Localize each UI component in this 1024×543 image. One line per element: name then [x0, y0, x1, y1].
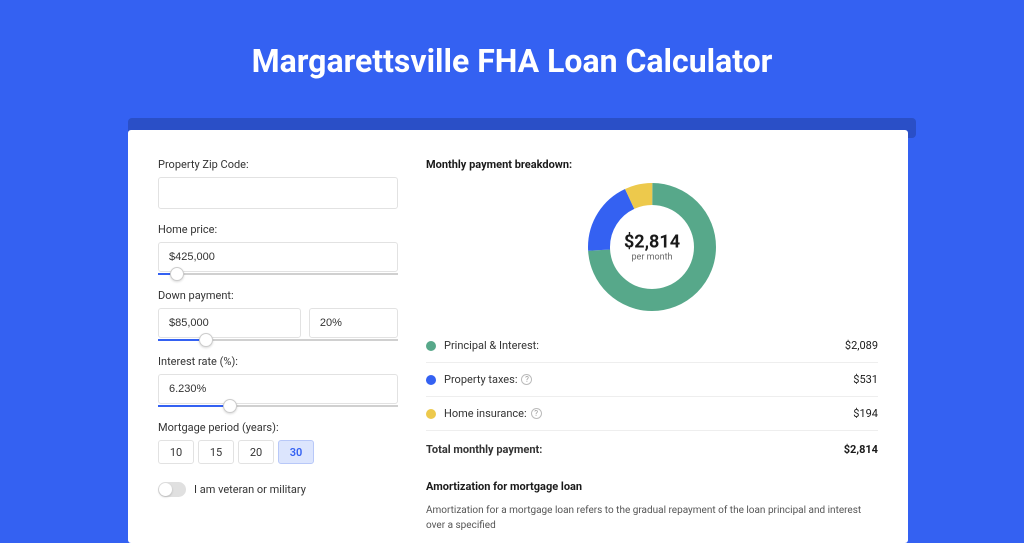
amortization-text: Amortization for a mortgage loan refers …: [426, 503, 878, 533]
total-row: Total monthly payment: $2,814: [426, 431, 878, 472]
donut-amount: $2,814: [624, 232, 680, 253]
total-label: Total monthly payment:: [426, 443, 542, 456]
breakdown-line-label: Property taxes:: [444, 373, 517, 386]
donut-chart: $2,814 per month: [426, 183, 878, 311]
home-price-field: Home price:: [158, 223, 398, 275]
down-payment-field: Down payment:: [158, 289, 398, 341]
breakdown-column: Monthly payment breakdown: $2,814 per mo…: [426, 158, 878, 533]
total-value: $2,814: [844, 443, 878, 456]
breakdown-line-value: $194: [853, 407, 878, 420]
page-title: Margarettsville FHA Loan Calculator: [0, 0, 1024, 80]
veteran-toggle-knob: [159, 483, 172, 496]
calculator-card: Property Zip Code: Home price: Down paym…: [128, 130, 908, 543]
interest-slider-thumb[interactable]: [223, 399, 237, 413]
info-icon[interactable]: ?: [521, 374, 532, 385]
veteran-label: I am veteran or military: [194, 483, 306, 496]
breakdown-line: Home insurance:? $194: [426, 397, 878, 431]
period-btn-15[interactable]: 15: [198, 440, 234, 464]
down-payment-label: Down payment:: [158, 289, 398, 302]
zip-label: Property Zip Code:: [158, 158, 398, 171]
veteran-toggle[interactable]: [158, 482, 186, 497]
home-price-input[interactable]: [158, 242, 398, 272]
period-btn-20[interactable]: 20: [238, 440, 274, 464]
home-price-slider[interactable]: [158, 273, 398, 275]
legend-dot: [426, 409, 436, 419]
period-btn-30[interactable]: 30: [278, 440, 314, 464]
period-label: Mortgage period (years):: [158, 421, 398, 434]
breakdown-line-value: $531: [853, 373, 878, 386]
amortization-title: Amortization for mortgage loan: [426, 480, 878, 493]
down-payment-input[interactable]: [158, 308, 301, 338]
zip-field: Property Zip Code:: [158, 158, 398, 209]
period-btn-10[interactable]: 10: [158, 440, 194, 464]
donut-sub: per month: [624, 253, 680, 263]
interest-slider-fill: [158, 405, 230, 407]
breakdown-line: Property taxes:? $531: [426, 363, 878, 397]
interest-slider[interactable]: [158, 405, 398, 407]
down-payment-slider[interactable]: [158, 339, 398, 341]
zip-input[interactable]: [158, 177, 398, 209]
interest-field: Interest rate (%):: [158, 355, 398, 407]
form-column: Property Zip Code: Home price: Down paym…: [158, 158, 398, 533]
breakdown-title: Monthly payment breakdown:: [426, 158, 878, 171]
home-price-label: Home price:: [158, 223, 398, 236]
breakdown-line-value: $2,089: [845, 339, 878, 352]
interest-input[interactable]: [158, 374, 398, 404]
interest-label: Interest rate (%):: [158, 355, 398, 368]
breakdown-line: Principal & Interest: $2,089: [426, 329, 878, 363]
breakdown-line-label: Principal & Interest:: [444, 339, 539, 352]
donut-center: $2,814 per month: [624, 232, 680, 263]
veteran-row: I am veteran or military: [158, 482, 398, 497]
legend-dot: [426, 375, 436, 385]
legend-dot: [426, 341, 436, 351]
home-price-slider-thumb[interactable]: [170, 267, 184, 281]
down-payment-slider-thumb[interactable]: [199, 333, 213, 347]
breakdown-line-label: Home insurance:: [444, 407, 527, 420]
down-payment-pct-input[interactable]: [309, 308, 398, 338]
period-field: Mortgage period (years): 10152030: [158, 421, 398, 464]
info-icon[interactable]: ?: [531, 408, 542, 419]
